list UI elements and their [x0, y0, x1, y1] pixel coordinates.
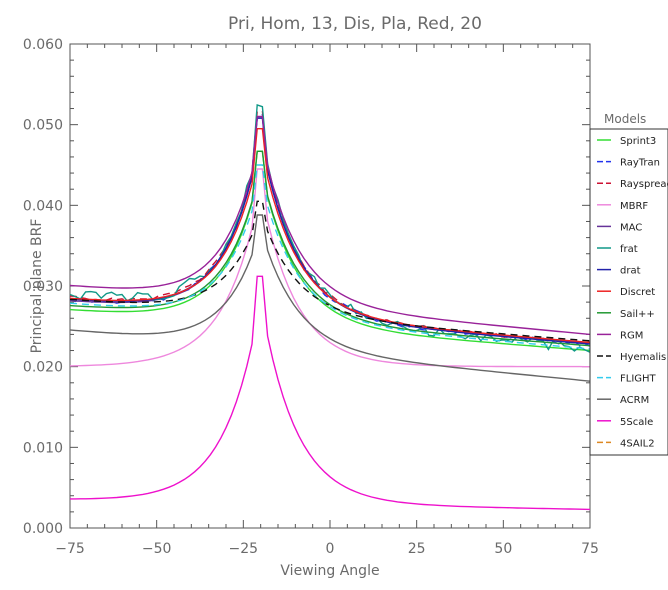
legend-label: 5Scale	[620, 417, 653, 428]
series-line-flight	[69, 164, 591, 350]
legend-label: RGM	[620, 330, 643, 341]
legend-label: FLIGHT	[620, 374, 657, 385]
y-tick-label: 0.030	[23, 279, 63, 295]
legend-label: Hyemalis	[620, 352, 666, 363]
series-line-acrm	[69, 214, 591, 382]
legend-label: Sail++	[620, 309, 655, 320]
chart-title: Pri, Hom, 13, Dis, Pla, Red, 20	[228, 14, 482, 34]
x-tick-label: 75	[581, 541, 599, 557]
series-line-rgm	[69, 115, 591, 336]
series-line-discret	[69, 127, 591, 344]
series-line-sail	[69, 150, 591, 347]
y-tick-label: 0.010	[23, 440, 63, 456]
y-tick-label: 0.050	[23, 118, 63, 134]
x-tick-label: −75	[55, 541, 85, 557]
series-layer	[69, 104, 591, 511]
legend-label: MAC	[620, 222, 642, 233]
legend-label: drat	[620, 266, 641, 277]
legend-title: Models	[604, 112, 646, 126]
legend-label: MBRF	[620, 201, 648, 212]
legend: Sprint3 RayTran Rayspread MBRF MAC frat drat Di…	[597, 136, 668, 449]
series-line-sprint3	[69, 150, 591, 352]
x-tick-label: 0	[326, 541, 335, 557]
legend-label: Sprint3	[620, 136, 656, 147]
series-line-raytran	[69, 113, 591, 347]
y-axis-label: Principal plane BRF	[29, 219, 45, 354]
legend-label: Rayspread	[620, 179, 668, 190]
legend-label: ACRM	[620, 395, 649, 406]
y-tick-label: 0.000	[23, 521, 63, 537]
x-tick-label: 25	[408, 541, 426, 557]
series-line-5scale	[70, 275, 591, 511]
x-tick-label: 50	[494, 541, 512, 557]
series-line-mbrf	[69, 168, 590, 368]
x-axis-label: Viewing Angle	[280, 563, 379, 579]
legend-label: Discret	[620, 287, 655, 298]
legend-label: frat	[620, 244, 638, 255]
legend-label: RayTran	[620, 158, 660, 169]
y-tick-label: 0.020	[23, 360, 63, 376]
y-tick-label: 0.060	[23, 37, 63, 53]
series-line-frat	[69, 104, 591, 353]
series-line-hyemalis	[69, 200, 591, 342]
x-tick-label: −25	[229, 541, 259, 557]
x-tick-label: −50	[142, 541, 172, 557]
y-tick-label: 0.040	[23, 198, 63, 214]
axis-ticks: −75 −50 −25 0 25 50 75 0.000 0.010 0.020 0.030 0.04…	[23, 37, 599, 557]
legend-label: 4SAIL2	[620, 438, 655, 449]
